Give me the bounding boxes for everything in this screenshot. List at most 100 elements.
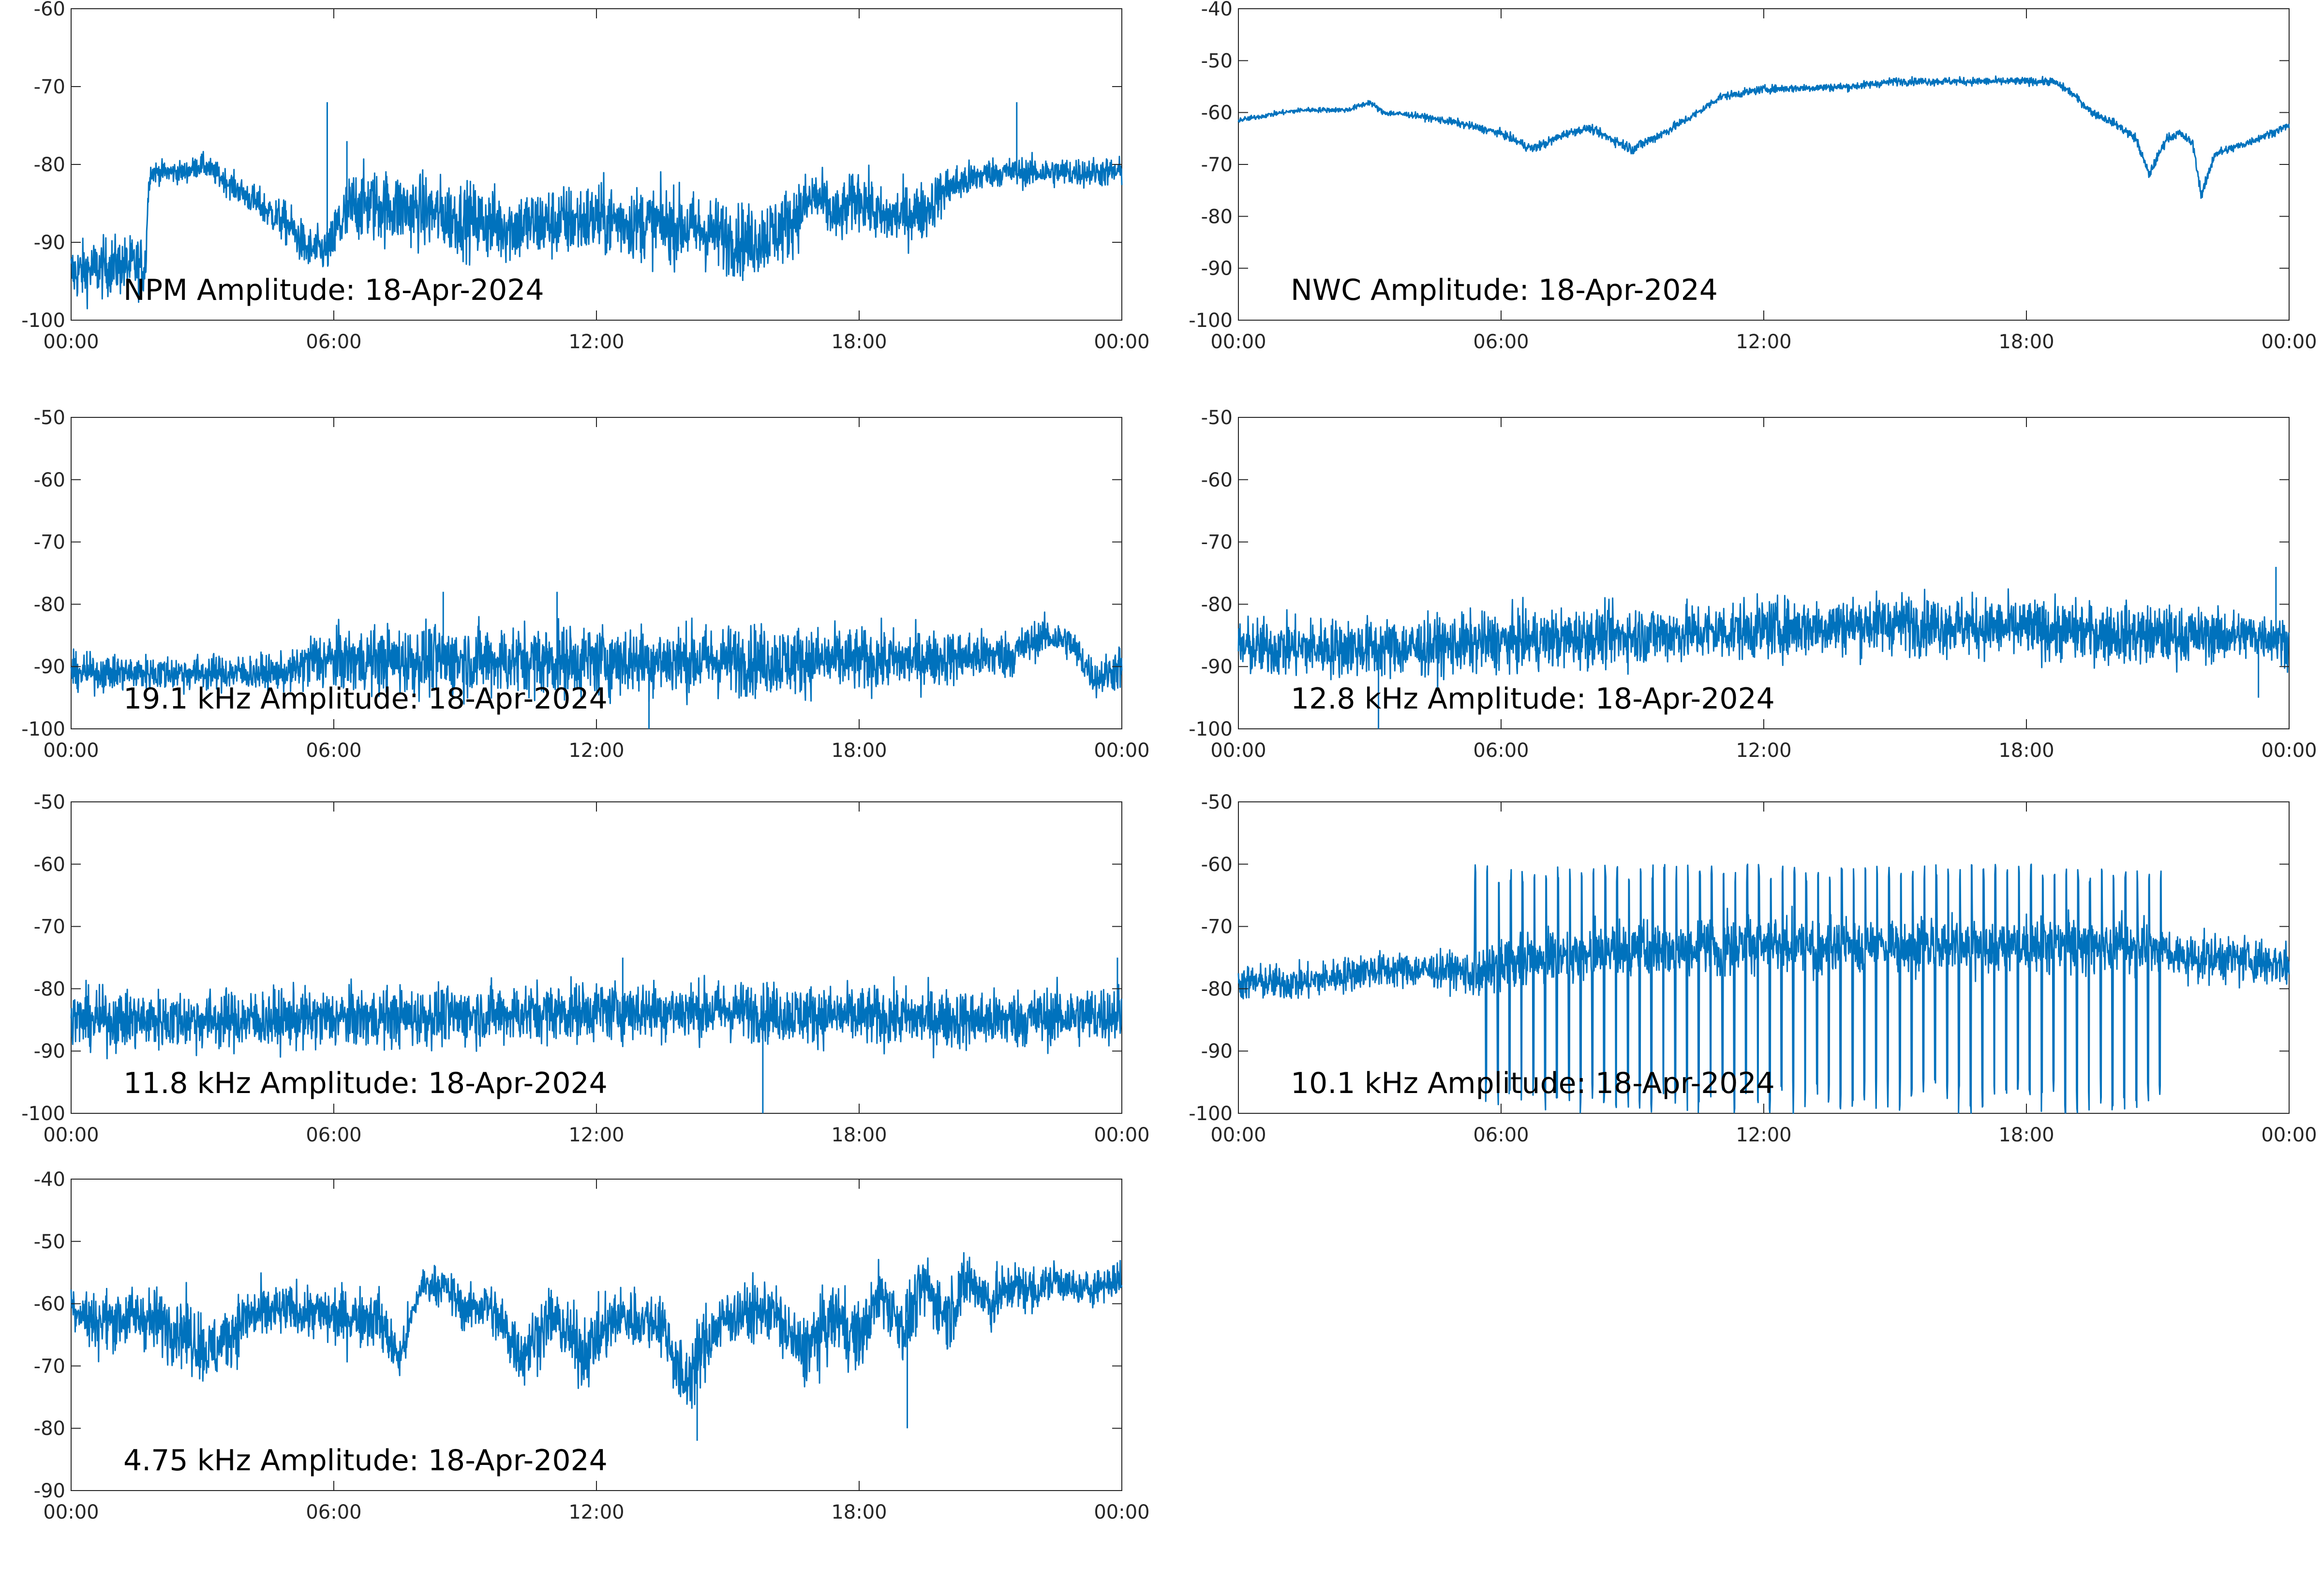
panel-title: 10.1 kHz Amplitude: 18-Apr-2024 bbox=[1291, 1066, 1775, 1100]
tick-group: 00:00 06:00 12:00 18:00 00:00 -50 -60 -70 -80 -90… bbox=[1189, 407, 2317, 762]
panel-title: NPM Amplitude: 18-Apr-2024 bbox=[123, 273, 544, 307]
panel-nwc-amplitude: 00:00 06:00 12:00 18:00 00:00 -40 -50 -60 -70 -80… bbox=[1189, 0, 2317, 353]
y-tick-label: -80 bbox=[1201, 206, 1233, 228]
x-tick-label: 18:00 bbox=[1998, 331, 2054, 353]
y-tick-label: -60 bbox=[34, 469, 65, 491]
y-tick-label: -80 bbox=[1201, 978, 1233, 1000]
y-tick-label: -50 bbox=[34, 791, 65, 813]
panel-title: 19.1 kHz Amplitude: 18-Apr-2024 bbox=[123, 682, 608, 716]
y-tick-label: -80 bbox=[34, 1418, 65, 1440]
y-tick-label: -60 bbox=[1201, 469, 1233, 491]
y-tick-label: -70 bbox=[34, 76, 65, 98]
y-tick-label: -100 bbox=[1189, 1103, 1233, 1125]
y-tick-label: -60 bbox=[1201, 102, 1233, 124]
y-tick-label: -70 bbox=[1201, 916, 1233, 938]
panel-12-8-khz-amplitude: 00:00 06:00 12:00 18:00 00:00 -50 -60 -70 -80 -90… bbox=[1189, 407, 2317, 762]
signal-trace bbox=[1237, 863, 2290, 1114]
tick-group: 00:00 06:00 12:00 18:00 00:00 -50 -60 -70 -80 -90… bbox=[21, 791, 1149, 1146]
signal-trace bbox=[70, 975, 1123, 1060]
y-tick-label: -50 bbox=[34, 407, 65, 429]
panel-title: NWC Amplitude: 18-Apr-2024 bbox=[1291, 273, 1718, 307]
series-group bbox=[1237, 75, 2290, 199]
series-group bbox=[70, 1252, 1123, 1441]
x-tick-label: 00:00 bbox=[1094, 331, 1149, 353]
x-tick-label: 00:00 bbox=[1210, 1124, 1266, 1146]
series-group bbox=[70, 591, 1123, 729]
x-tick-label: 18:00 bbox=[831, 1501, 887, 1523]
x-tick-label: 12:00 bbox=[1736, 331, 1791, 353]
x-tick-label: 00:00 bbox=[1210, 739, 1266, 762]
x-tick-label: 06:00 bbox=[1473, 1124, 1529, 1146]
y-tick-label: -50 bbox=[1201, 50, 1233, 72]
panel-npm-amplitude: 00:00 06:00 12:00 18:00 00:00 -60 -70 -80 -90 -10… bbox=[21, 0, 1149, 353]
tick-group: 00:00 06:00 12:00 18:00 00:00 -60 -70 -80 -90 -10… bbox=[21, 0, 1149, 353]
x-tick-label: 00:00 bbox=[43, 1501, 99, 1523]
x-tick-label: 06:00 bbox=[306, 331, 361, 353]
y-tick-label: -90 bbox=[34, 656, 65, 678]
x-tick-label: 00:00 bbox=[1094, 739, 1149, 762]
y-tick-label: -60 bbox=[1201, 854, 1233, 876]
x-tick-label: 00:00 bbox=[2261, 331, 2317, 353]
y-tick-label: -70 bbox=[34, 916, 65, 938]
y-tick-label: -90 bbox=[1201, 258, 1233, 280]
y-tick-label: -40 bbox=[34, 1168, 65, 1191]
tick-group: 00:00 06:00 12:00 18:00 00:00 -40 -50 -60 -70 -80… bbox=[1189, 0, 2317, 353]
y-tick-label: -50 bbox=[1201, 407, 1233, 429]
x-tick-label: 00:00 bbox=[1094, 1501, 1149, 1523]
y-tick-label: -40 bbox=[1201, 0, 1233, 20]
x-tick-label: 06:00 bbox=[306, 739, 361, 762]
signal-trace bbox=[70, 151, 1123, 310]
series-group bbox=[1237, 863, 2290, 1114]
panel-title: 11.8 kHz Amplitude: 18-Apr-2024 bbox=[123, 1066, 608, 1100]
y-tick-label: -80 bbox=[1201, 593, 1233, 616]
panel-title: 4.75 kHz Amplitude: 18-Apr-2024 bbox=[123, 1444, 608, 1478]
y-tick-label: -90 bbox=[1201, 1040, 1233, 1063]
x-tick-label: 12:00 bbox=[1736, 739, 1791, 762]
x-tick-label: 06:00 bbox=[306, 1124, 361, 1146]
signal-trace bbox=[70, 611, 1123, 706]
x-tick-label: 00:00 bbox=[43, 739, 99, 762]
x-tick-label: 06:00 bbox=[306, 1501, 361, 1523]
series-group bbox=[1237, 567, 2290, 729]
signal-trace bbox=[1237, 588, 2290, 691]
x-tick-label: 12:00 bbox=[568, 331, 624, 353]
y-tick-label: -90 bbox=[34, 1040, 65, 1063]
signal-trace bbox=[1237, 75, 2290, 199]
x-tick-label: 00:00 bbox=[2261, 1124, 2317, 1146]
x-tick-label: 12:00 bbox=[568, 1124, 624, 1146]
y-tick-label: -80 bbox=[34, 154, 65, 176]
series-group bbox=[70, 958, 1123, 1113]
x-tick-label: 18:00 bbox=[831, 739, 887, 762]
y-tick-label: -60 bbox=[34, 1293, 65, 1315]
y-tick-label: -50 bbox=[34, 1231, 65, 1253]
x-tick-label: 00:00 bbox=[1210, 331, 1266, 353]
y-tick-label: -60 bbox=[34, 0, 65, 20]
y-tick-label: -70 bbox=[1201, 154, 1233, 176]
panel-19-1-khz-amplitude: 00:00 06:00 12:00 18:00 00:00 -50 -60 -70 -80 -90… bbox=[21, 407, 1149, 762]
panel-11-8-khz-amplitude: 00:00 06:00 12:00 18:00 00:00 -50 -60 -70 -80 -90… bbox=[21, 791, 1149, 1146]
panel-10-1-khz-amplitude: 00:00 06:00 12:00 18:00 00:00 -50 -60 -70 -80 -90… bbox=[1189, 791, 2317, 1146]
tick-group: 00:00 06:00 12:00 18:00 00:00 -50 -60 -70 -80 -90… bbox=[1189, 791, 2317, 1146]
y-tick-label: -50 bbox=[1201, 791, 1233, 813]
y-tick-label: -70 bbox=[34, 1355, 65, 1377]
y-tick-label: -100 bbox=[1189, 718, 1233, 740]
y-tick-label: -60 bbox=[34, 854, 65, 876]
panel-4-75-khz-amplitude: 00:00 06:00 12:00 18:00 00:00 -40 -50 -60 -70 -80… bbox=[34, 1168, 1150, 1523]
x-tick-label: 00:00 bbox=[43, 331, 99, 353]
x-tick-label: 00:00 bbox=[43, 1124, 99, 1146]
signal-trace bbox=[70, 1252, 1123, 1409]
x-tick-label: 00:00 bbox=[2261, 739, 2317, 762]
x-tick-label: 00:00 bbox=[1094, 1124, 1149, 1146]
tick-group: 00:00 06:00 12:00 18:00 00:00 -50 -60 -70 -80 -90… bbox=[21, 407, 1149, 762]
y-tick-label: -70 bbox=[1201, 532, 1233, 554]
x-tick-label: 18:00 bbox=[1998, 739, 2054, 762]
x-tick-label: 18:00 bbox=[1998, 1124, 2054, 1146]
tick-group: 00:00 06:00 12:00 18:00 00:00 -40 -50 -60 -70 -80… bbox=[34, 1168, 1150, 1523]
y-tick-label: -90 bbox=[34, 1480, 65, 1502]
x-tick-label: 18:00 bbox=[831, 331, 887, 353]
y-tick-label: -100 bbox=[1189, 310, 1233, 332]
series-group bbox=[70, 102, 1123, 310]
y-tick-label: -80 bbox=[34, 978, 65, 1000]
panel-title: 12.8 kHz Amplitude: 18-Apr-2024 bbox=[1291, 682, 1775, 716]
